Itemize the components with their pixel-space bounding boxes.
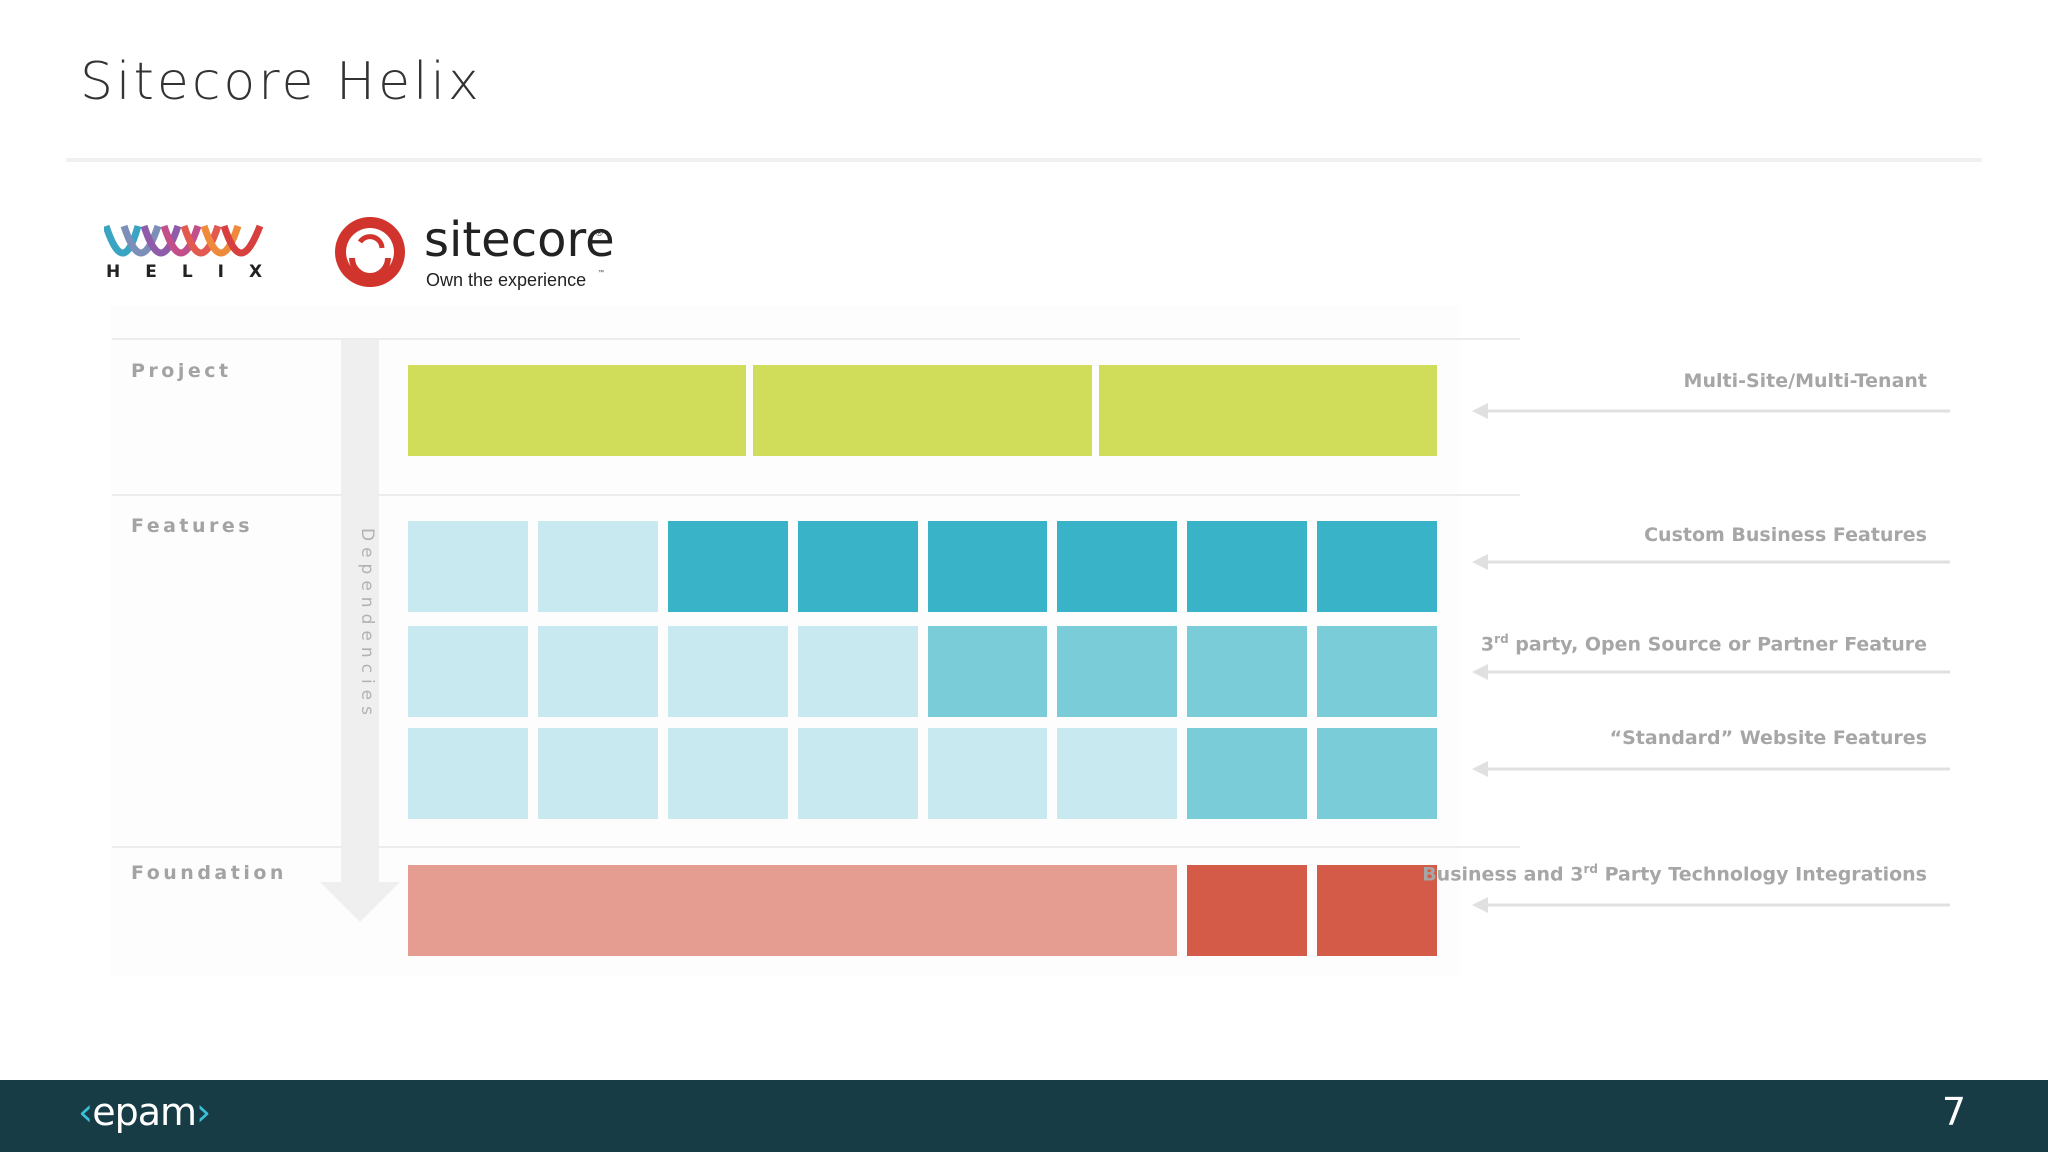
footer-bar [0, 1080, 2048, 1152]
project-block [1098, 365, 1437, 456]
helix-logo-icon [104, 224, 264, 257]
annotation-custom-business: Custom Business Features [1644, 524, 1927, 546]
layer-divider [112, 846, 1520, 848]
project-block [753, 365, 1092, 456]
layer-label-foundation: Foundation [131, 862, 287, 884]
feature-block [1187, 626, 1308, 717]
foundation-block [1317, 865, 1437, 956]
feature-block [1057, 521, 1178, 612]
feature-block [1317, 728, 1437, 819]
feature-block [1187, 728, 1308, 819]
annotation-technology-integrations: Business and 3rd Party Technology Integr… [1422, 862, 1927, 886]
annotation-multi-site: Multi-Site/Multi-Tenant [1683, 370, 1927, 392]
dependencies-arrow-icon [320, 340, 400, 922]
arrow-left-icon [1472, 664, 1950, 680]
annotation-third-party: 3rd party, Open Source or Partner Featur… [1480, 632, 1927, 656]
feature-block [1317, 521, 1437, 612]
arrow-left-icon [1472, 403, 1950, 419]
feature-block [408, 521, 528, 612]
feature-block [797, 521, 918, 612]
layer-label-project: Project [131, 360, 232, 382]
registered-mark: ® [596, 228, 603, 238]
feature-block [1187, 521, 1308, 612]
feature-block [537, 728, 658, 819]
dependencies-label: Dependencies [357, 528, 377, 721]
slide-title: Sitecore Helix [80, 52, 482, 112]
feature-block [537, 521, 658, 612]
epam-logo: ‹epam› [78, 1090, 211, 1134]
feature-block [927, 728, 1048, 819]
page-number: 7 [1941, 1090, 1966, 1134]
feature-block [408, 728, 528, 819]
trademark-mark: ™ [598, 270, 604, 276]
annotation-standard-website: “Standard” Website Features [1609, 727, 1927, 749]
feature-block [797, 728, 918, 819]
feature-block [927, 521, 1048, 612]
project-block [408, 365, 747, 456]
sitecore-wordmark: sitecore [424, 212, 615, 268]
sitecore-logo-icon [335, 217, 405, 287]
feature-block [1317, 626, 1437, 717]
sitecore-tagline: Own the experience [426, 270, 587, 290]
feature-block [667, 521, 788, 612]
foundation-block [1187, 865, 1308, 956]
layer-label-features: Features [131, 515, 254, 537]
feature-block [1057, 626, 1178, 717]
feature-block [537, 626, 658, 717]
feature-block [408, 626, 528, 717]
layer-divider [112, 338, 1520, 340]
feature-block [667, 728, 788, 819]
arrow-left-icon [1472, 761, 1950, 777]
helix-wordmark: HELIX [106, 262, 288, 282]
foundation-block [408, 865, 1178, 956]
feature-block [797, 626, 918, 717]
arrow-left-icon [1472, 897, 1950, 913]
feature-block [667, 626, 788, 717]
title-divider [66, 158, 1982, 162]
feature-block [1057, 728, 1178, 819]
layer-divider [112, 494, 1520, 496]
arrow-left-icon [1472, 554, 1950, 570]
feature-block [927, 626, 1048, 717]
